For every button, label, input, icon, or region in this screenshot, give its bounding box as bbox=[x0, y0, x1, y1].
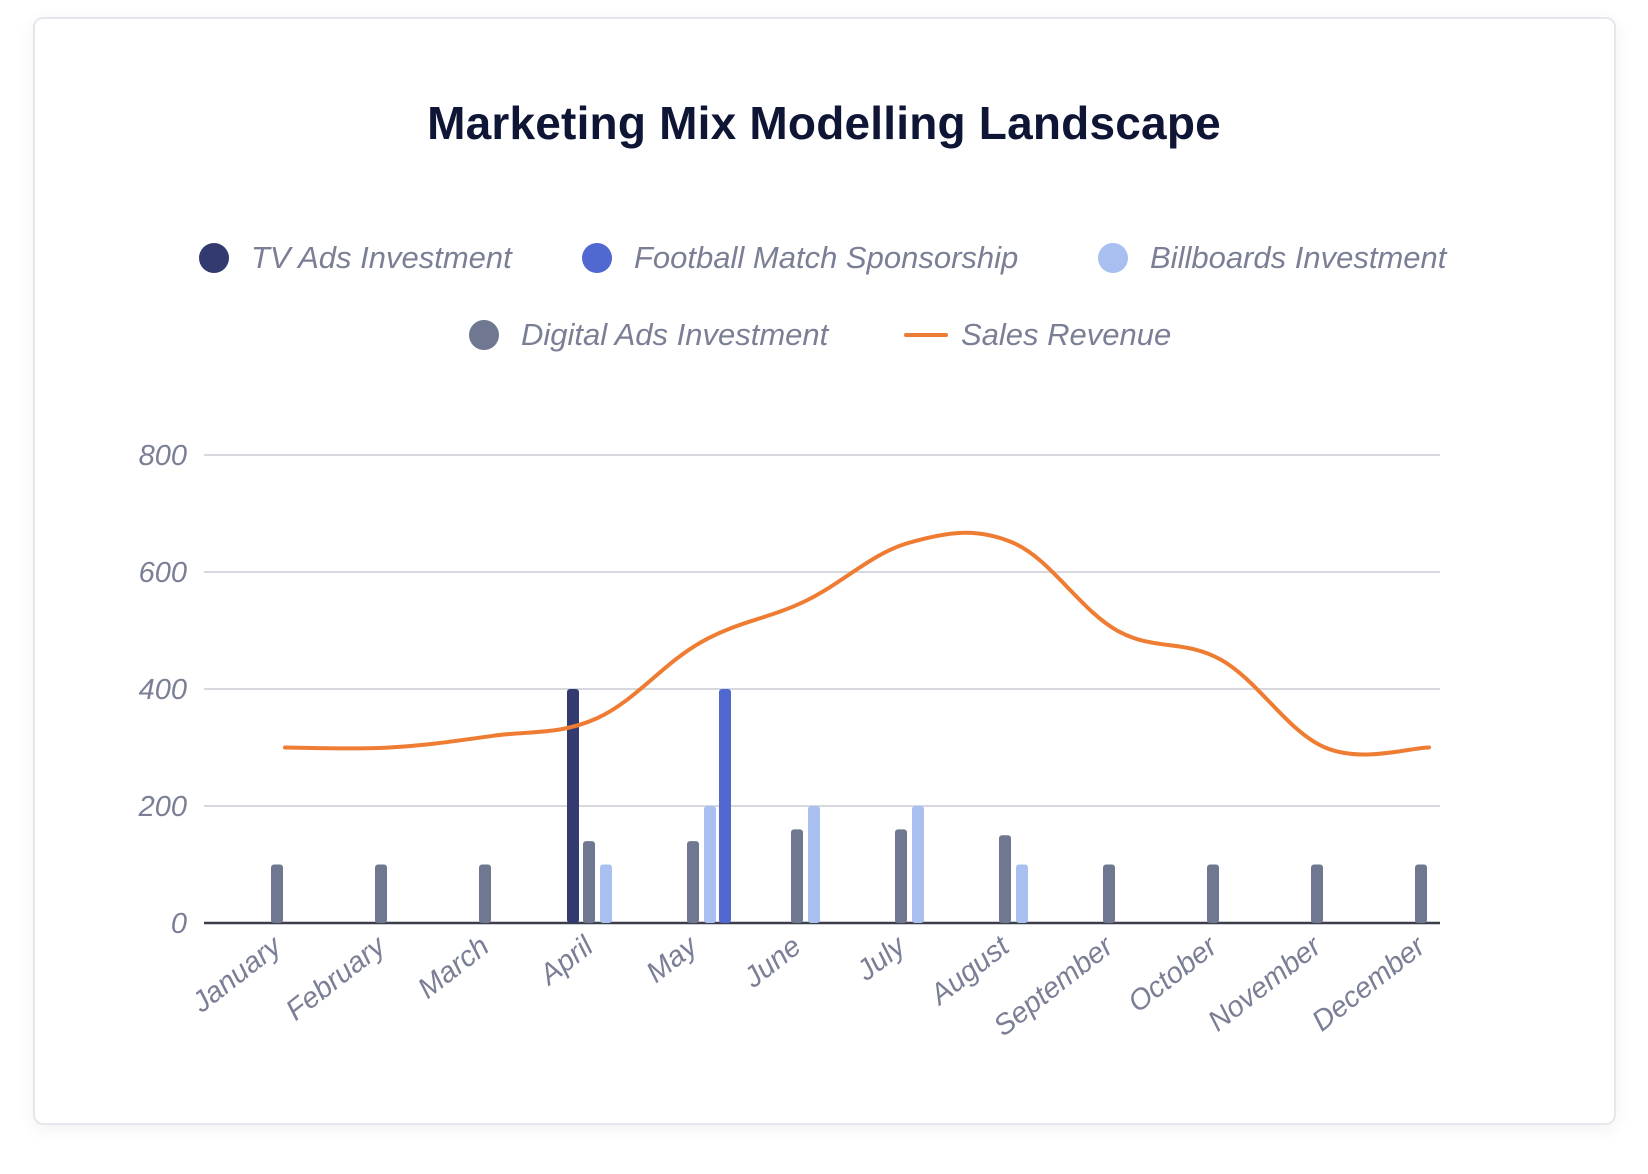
legend-item-tv-ads-investment[interactable]: TV Ads Investment bbox=[199, 240, 513, 275]
y-tick-label: 200 bbox=[138, 791, 187, 823]
legend-item-billboards-investment[interactable]: Billboards Investment bbox=[1098, 240, 1448, 275]
bar-billboards-investment-july bbox=[912, 806, 924, 923]
bar-series bbox=[271, 689, 1427, 923]
bar-digital-ads-investment-august bbox=[999, 835, 1011, 923]
bar-digital-ads-investment-july bbox=[895, 829, 907, 923]
line-series bbox=[283, 530, 1431, 757]
bar-digital-ads-investment-september bbox=[1103, 864, 1115, 923]
legend: TV Ads Investment Football Match Sponsors… bbox=[199, 240, 1448, 352]
bar-tv-ads-investment-april bbox=[567, 689, 579, 923]
y-tick-label: 800 bbox=[139, 440, 187, 472]
bar-billboards-investment-may bbox=[704, 806, 716, 923]
x-tick-label-december: December bbox=[1306, 929, 1432, 1037]
bar-digital-ads-investment-december bbox=[1415, 864, 1427, 923]
x-tick-label-january: January bbox=[186, 929, 289, 1019]
legend-item-sales-revenue[interactable]: Sales Revenue bbox=[904, 317, 1171, 352]
x-tick-label-march: March bbox=[412, 930, 495, 1005]
y-tick-label: 600 bbox=[139, 557, 187, 589]
y-tick-label: 0 bbox=[171, 908, 187, 940]
legend-label: Billboards Investment bbox=[1150, 240, 1448, 275]
bar-billboards-investment-june bbox=[808, 806, 820, 923]
bar-digital-ads-investment-november bbox=[1311, 864, 1323, 923]
bar-digital-ads-investment-june bbox=[791, 829, 803, 923]
chart-title: Marketing Mix Modelling Landscape bbox=[427, 97, 1221, 149]
x-tick-label-july: July bbox=[850, 929, 912, 988]
legend-label: Sales Revenue bbox=[961, 317, 1171, 352]
legend-dot-marker bbox=[582, 243, 612, 273]
bar-digital-ads-investment-february bbox=[375, 864, 387, 923]
x-tick-label-april: April bbox=[532, 929, 600, 992]
legend-item-football-match-sponsorship[interactable]: Football Match Sponsorship bbox=[582, 240, 1018, 275]
x-tick-label-november: November bbox=[1202, 929, 1328, 1037]
bar-digital-ads-investment-march bbox=[479, 864, 491, 923]
bar-digital-ads-investment-may bbox=[687, 841, 699, 923]
x-tick-label-may: May bbox=[640, 929, 704, 989]
bar-billboards-investment-april bbox=[600, 864, 612, 923]
line-sales-revenue bbox=[283, 530, 1431, 757]
bar-digital-ads-investment-april bbox=[583, 841, 595, 923]
x-tick-label-june: June bbox=[737, 930, 807, 995]
legend-label: Football Match Sponsorship bbox=[634, 240, 1018, 275]
legend-dot-marker bbox=[469, 320, 499, 350]
x-tick-label-october: October bbox=[1122, 929, 1224, 1019]
y-tick-label: 400 bbox=[139, 674, 187, 706]
legend-label: Digital Ads Investment bbox=[521, 317, 830, 352]
y-axis-ticks: 0 200 400 600 800 bbox=[138, 440, 187, 940]
legend-item-digital-ads-investment[interactable]: Digital Ads Investment bbox=[469, 317, 830, 352]
x-tick-label-august: August bbox=[923, 929, 1017, 1012]
legend-dot-marker bbox=[1098, 243, 1128, 273]
legend-label: TV Ads Investment bbox=[251, 240, 513, 275]
bar-digital-ads-investment-october bbox=[1207, 864, 1219, 923]
grid-lines bbox=[204, 454, 1440, 925]
bar-billboards-investment-august bbox=[1016, 864, 1028, 923]
legend-dot-marker bbox=[199, 243, 229, 273]
bar-digital-ads-investment-january bbox=[271, 864, 283, 923]
x-tick-label-february: February bbox=[280, 929, 392, 1027]
bar-football-match-sponsorship-may bbox=[719, 689, 731, 923]
